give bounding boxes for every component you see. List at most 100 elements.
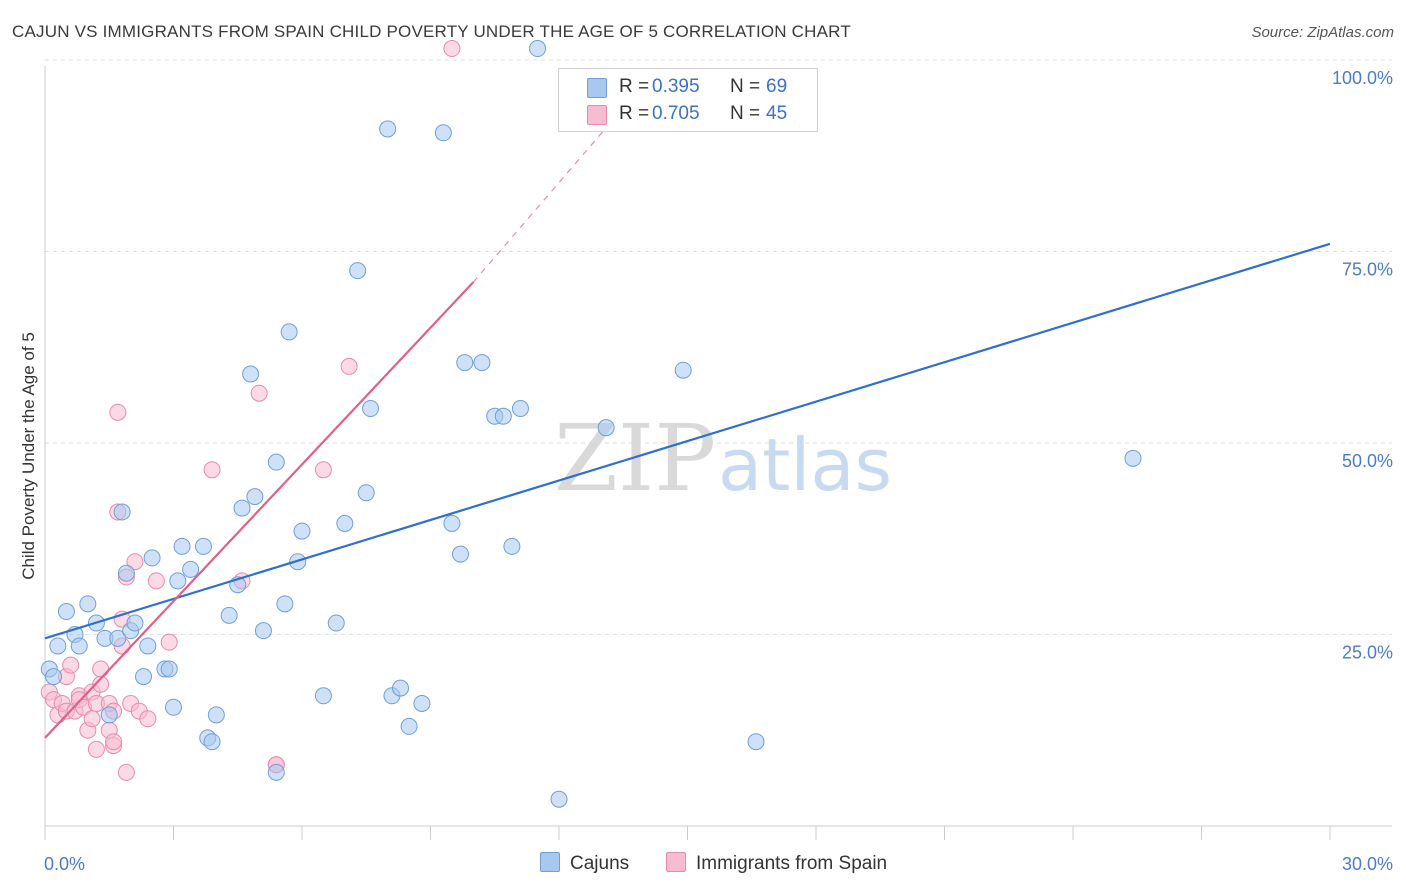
cajun-point: [443, 514, 461, 532]
legend-r-value: 0.395: [652, 76, 700, 97]
legend-row-spain: R = 0.705 N = 45: [559, 103, 817, 127]
cajun-point: [49, 637, 67, 655]
x-tick-label: 30.0%: [1342, 854, 1393, 874]
cajun-point: [357, 484, 375, 502]
spain-point: [139, 710, 157, 728]
spain-point: [92, 660, 110, 678]
legend-r-label: R =: [619, 103, 650, 124]
cajun-point: [327, 614, 345, 632]
y-tick-label: 50.0%: [1342, 451, 1393, 471]
spain-point: [340, 357, 358, 375]
cajun-trendline: [44, 242, 1331, 640]
cajun-point: [139, 637, 157, 655]
gridlines: [45, 59, 1392, 635]
cajun-point: [135, 668, 153, 686]
axes: [44, 66, 1392, 840]
cajun-point: [400, 717, 418, 735]
spain-point: [314, 461, 332, 479]
spain-point: [83, 710, 101, 728]
spain-point: [250, 384, 268, 402]
cajun-point: [674, 361, 692, 379]
cajun-point: [100, 706, 118, 724]
legend-n-value: 69: [766, 76, 788, 97]
watermark-zip: ZIP: [554, 405, 716, 512]
cajun-point: [194, 537, 212, 555]
cajun-point: [45, 668, 63, 686]
cajun-point: [362, 400, 380, 418]
bottom-legend-cajun: Cajuns: [540, 852, 629, 876]
cajun-point: [392, 679, 410, 697]
bottom-legend-spain: Immigrants from Spain: [666, 852, 887, 876]
cajun-point: [70, 637, 88, 655]
cajun-point: [182, 560, 200, 578]
cajun-point: [597, 419, 615, 437]
watermark-atlas: atlas: [718, 423, 892, 507]
cajun-point: [336, 514, 354, 532]
cajun-point: [280, 323, 298, 341]
chart-title: CAJUN VS IMMIGRANTS FROM SPAIN CHILD POV…: [12, 22, 851, 41]
cajun-swatch: [587, 78, 607, 98]
x-tick-label: 0.0%: [44, 854, 85, 874]
spain-point: [126, 553, 144, 571]
cajun-point: [233, 499, 251, 517]
spain-point: [87, 740, 105, 758]
cajun-point: [126, 614, 144, 632]
cajun-point: [379, 120, 397, 138]
legend-r-value: 0.705: [652, 103, 700, 124]
cajun-point: [173, 537, 191, 555]
stats-legend: R = 0.395 N = 69 R = 0.705 N = 45: [558, 68, 818, 132]
cajun-point: [451, 545, 469, 563]
spain-swatch: [587, 105, 607, 125]
cajun-point: [57, 603, 75, 621]
cajun-point: [117, 564, 135, 582]
cajun-point: [203, 733, 221, 751]
cajun-point: [242, 365, 260, 383]
y-tick-label: 25.0%: [1342, 643, 1393, 663]
spain-point: [109, 403, 127, 421]
cajun-point: [494, 407, 512, 425]
cajun-point: [267, 763, 285, 781]
cajun-point: [349, 262, 367, 280]
spain-point: [443, 40, 461, 58]
cajun-point: [207, 706, 225, 724]
cajun-point: [456, 354, 474, 372]
legend-row-cajun: R = 0.395 N = 69: [559, 76, 817, 100]
cajun-legend-label: Cajuns: [570, 853, 630, 874]
spain-point: [203, 461, 221, 479]
legend-n-value: 45: [766, 103, 788, 124]
cajun-point: [143, 549, 161, 567]
spain-point: [105, 733, 123, 751]
cajun-point: [267, 453, 285, 471]
cajun-point: [113, 503, 131, 521]
cajun-point: [511, 400, 529, 418]
cajun-point: [473, 354, 491, 372]
y-tick-label: 100.0%: [1332, 68, 1393, 88]
legend-n-label: N =: [730, 103, 761, 124]
cajun-point: [254, 622, 272, 640]
cajun-point: [169, 572, 187, 590]
cajun-point: [314, 687, 332, 705]
cajun-point: [293, 522, 311, 540]
cajun-point: [550, 790, 568, 808]
series-spain-points: [40, 40, 461, 781]
y-axis-label: Child Poverty Under the Age of 5: [19, 332, 38, 580]
cajun-point: [220, 606, 238, 624]
spain-point: [62, 656, 80, 674]
source-label: Source: ZipAtlas.com: [1251, 24, 1394, 41]
cajun-point: [529, 40, 547, 58]
legend-r-label: R =: [619, 76, 650, 97]
cajun-point: [503, 537, 521, 555]
spain-point: [117, 763, 135, 781]
y-tick-label: 75.0%: [1342, 260, 1393, 280]
cajun-legend-swatch: [540, 852, 560, 872]
cajun-point: [246, 488, 264, 506]
cajun-point: [276, 595, 294, 613]
cajun-point: [79, 595, 97, 613]
spain-legend-label: Immigrants from Spain: [696, 853, 888, 874]
cajun-point: [413, 694, 431, 712]
spain-legend-swatch: [666, 852, 686, 872]
watermark: ZIP atlas: [554, 405, 892, 512]
spain-trendline: [44, 281, 475, 739]
cajun-point: [109, 629, 127, 647]
